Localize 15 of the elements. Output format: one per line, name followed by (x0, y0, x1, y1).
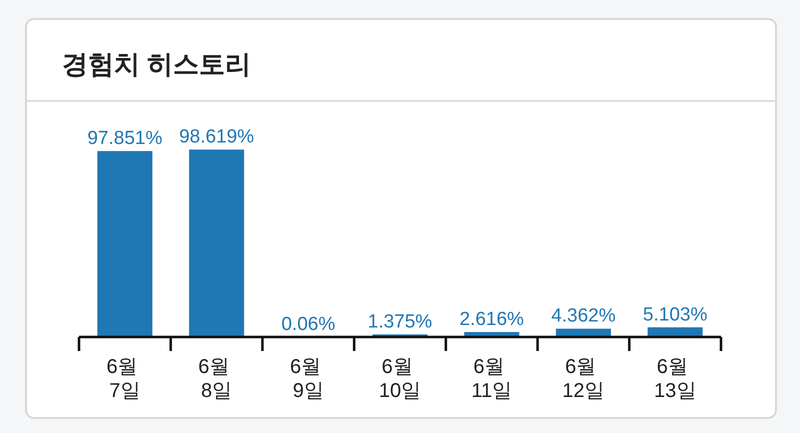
data-label: 2.616% (459, 309, 524, 330)
data-label: 5.103% (642, 304, 708, 326)
data-label: 97.851% (87, 128, 162, 150)
x-tick-label: 6월 10일 (378, 356, 422, 402)
x-tick-label: 6월 13일 (654, 356, 696, 402)
title: 경험치 히스토리 (62, 49, 252, 79)
data-label: 98.619% (179, 126, 254, 148)
data-label: 0.06% (281, 314, 336, 335)
x-tick-label: 6월 8일 (198, 356, 235, 402)
x-tick-label: 6월 9일 (290, 356, 327, 402)
x-tick-label: 6월 7일 (106, 356, 144, 402)
data-label: 4.362% (551, 306, 616, 327)
data-label: 1.375% (368, 311, 432, 332)
x-tick-label: 6월 11일 (471, 356, 512, 402)
x-tick-label: 6월 12일 (562, 356, 605, 402)
